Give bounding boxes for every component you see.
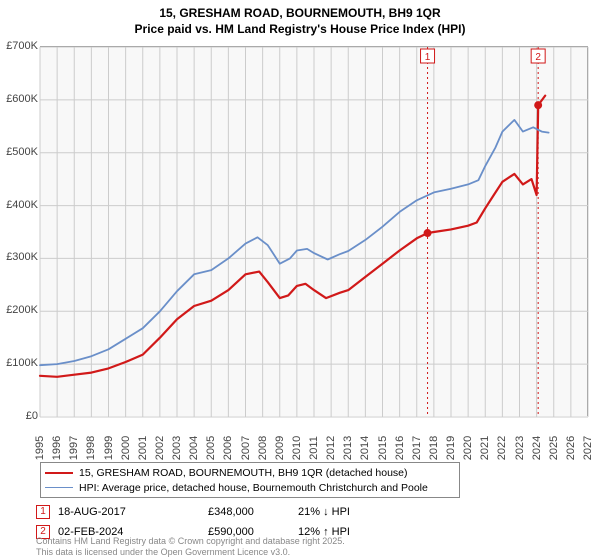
y-tick-label: £0 (26, 410, 38, 422)
dp-price: £348,000 (208, 506, 298, 518)
legend-row: 15, GRESHAM ROAD, BOURNEMOUTH, BH9 1QR (… (45, 465, 455, 480)
x-tick-label: 2008 (257, 436, 269, 460)
chart-svg: 12 (40, 47, 588, 417)
x-tick-label: 2002 (154, 436, 166, 460)
marker-box-icon: 1 (36, 505, 50, 519)
data-point-row: 1 18-AUG-2017£348,00021% ↓ HPI (36, 502, 398, 522)
x-tick-label: 2009 (274, 436, 286, 460)
y-tick-label: £400K (6, 199, 38, 211)
svg-text:1: 1 (425, 52, 431, 63)
x-tick-label: 2004 (188, 436, 200, 460)
x-tick-label: 2020 (462, 436, 474, 460)
x-tick-label: 2024 (531, 436, 543, 460)
legend-label: HPI: Average price, detached house, Bour… (79, 482, 428, 494)
x-tick-label: 1998 (85, 436, 97, 460)
footer: Contains HM Land Registry data © Crown c… (36, 536, 345, 558)
x-tick-label: 2012 (325, 436, 337, 460)
x-tick-label: 2000 (120, 436, 132, 460)
legend-label: 15, GRESHAM ROAD, BOURNEMOUTH, BH9 1QR (… (79, 467, 408, 479)
y-tick-label: £100K (6, 357, 38, 369)
series-hpi (40, 120, 549, 365)
x-tick-label: 2014 (359, 436, 371, 460)
x-tick-label: 2007 (240, 436, 252, 460)
legend: 15, GRESHAM ROAD, BOURNEMOUTH, BH9 1QR (… (40, 462, 460, 498)
svg-text:2: 2 (535, 52, 541, 63)
x-tick-label: 2018 (428, 436, 440, 460)
y-tick-label: £700K (6, 40, 38, 52)
legend-swatch (45, 472, 73, 474)
chart-container: 15, GRESHAM ROAD, BOURNEMOUTH, BH9 1QR P… (0, 0, 600, 560)
dp-delta: 21% ↓ HPI (298, 506, 398, 518)
title-line-1: 15, GRESHAM ROAD, BOURNEMOUTH, BH9 1QR (0, 6, 600, 22)
x-tick-label: 1997 (68, 436, 80, 460)
x-tick-label: 2010 (291, 436, 303, 460)
x-tick-label: 2005 (205, 436, 217, 460)
y-tick-label: £300K (6, 251, 38, 263)
plot-area: 12 (40, 46, 588, 416)
x-tick-label: 2026 (565, 436, 577, 460)
x-tick-label: 2015 (377, 436, 389, 460)
x-tick-label: 2022 (496, 436, 508, 460)
legend-row: HPI: Average price, detached house, Bour… (45, 480, 455, 495)
footer-line-2: This data is licensed under the Open Gov… (36, 547, 345, 558)
marker-1: 1 (421, 49, 435, 63)
x-tick-label: 2017 (411, 436, 423, 460)
y-tick-label: £600K (6, 93, 38, 105)
x-tick-label: 2021 (479, 436, 491, 460)
x-tick-label: 1996 (51, 436, 63, 460)
title-line-2: Price paid vs. HM Land Registry's House … (0, 22, 600, 38)
marker-2: 2 (531, 49, 545, 63)
series-price_paid (40, 96, 545, 377)
x-tick-label: 2001 (137, 436, 149, 460)
footer-line-1: Contains HM Land Registry data © Crown c… (36, 536, 345, 547)
x-tick-label: 2025 (548, 436, 560, 460)
x-tick-label: 2019 (445, 436, 457, 460)
x-tick-label: 2006 (222, 436, 234, 460)
x-tick-label: 1999 (103, 436, 115, 460)
title-block: 15, GRESHAM ROAD, BOURNEMOUTH, BH9 1QR P… (0, 0, 600, 37)
y-tick-label: £500K (6, 146, 38, 158)
x-tick-label: 2011 (308, 436, 320, 460)
legend-swatch (45, 487, 73, 488)
x-tick-label: 1995 (34, 436, 46, 460)
x-tick-label: 2023 (514, 436, 526, 460)
x-tick-label: 2016 (394, 436, 406, 460)
x-tick-label: 2013 (342, 436, 354, 460)
x-tick-label: 2027 (582, 436, 594, 460)
y-tick-label: £200K (6, 304, 38, 316)
dp-date: 18-AUG-2017 (58, 506, 208, 518)
x-tick-label: 2003 (171, 436, 183, 460)
